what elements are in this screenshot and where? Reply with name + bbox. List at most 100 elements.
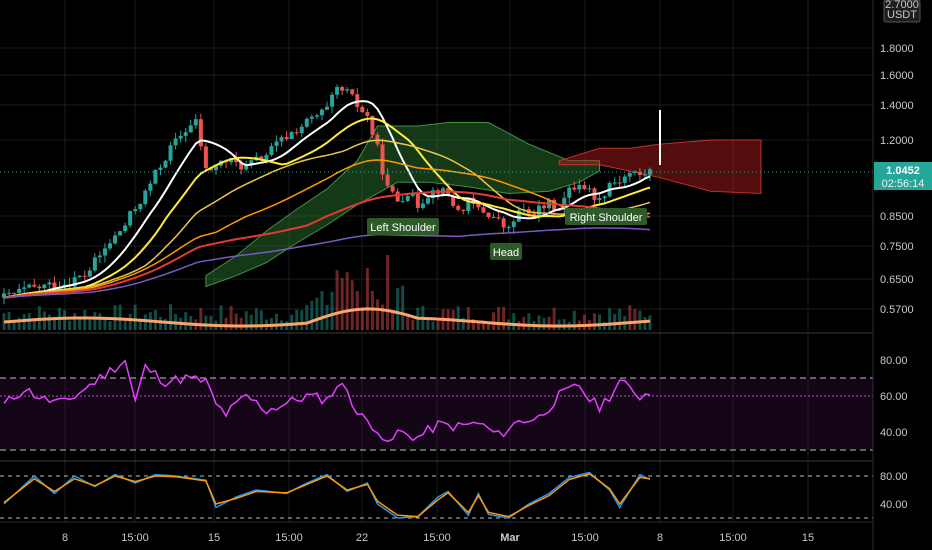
candle-body (198, 119, 203, 147)
rsi-tick-label: 80.00 (880, 355, 908, 367)
volume-bar (184, 312, 188, 330)
candle (163, 159, 168, 169)
candle (390, 185, 395, 194)
volume-bar (466, 307, 470, 330)
candle-body (632, 171, 637, 174)
candle-body (173, 138, 178, 146)
candle (552, 197, 557, 216)
moving-averages (0, 100, 873, 299)
candle-body (97, 255, 102, 258)
candle-body (299, 126, 304, 134)
volume-bar (32, 320, 36, 330)
candle (153, 169, 158, 185)
candle-body (325, 106, 329, 110)
volume-bar (169, 304, 173, 330)
volume-bar (295, 309, 299, 330)
candle (188, 119, 193, 133)
price-axis-panel[interactable] (873, 0, 932, 550)
candle-body (637, 171, 642, 176)
pattern-annotations: Left Shoulder Head Right Shoulder (367, 208, 647, 260)
candle (340, 85, 345, 96)
time-tick-label: Mar (500, 532, 520, 544)
volume-bar (133, 304, 137, 330)
volume-bar (244, 311, 248, 330)
volume-bar (552, 307, 556, 330)
candle (2, 287, 6, 305)
stoch-rsi-pane (0, 471, 873, 519)
volume-bar (431, 321, 435, 330)
time-tick-label: 15 (802, 532, 814, 544)
ma-orange (3, 159, 651, 299)
volume-bar (98, 313, 102, 330)
bar-countdown: 02:56:14 (882, 178, 925, 190)
candle (632, 170, 637, 176)
volume-bar (592, 313, 596, 330)
candle-body (602, 196, 607, 198)
candle-body (37, 286, 42, 289)
price-tick-label: 0.5700 (880, 304, 914, 316)
candle-body (138, 203, 143, 210)
volume-bar (522, 316, 526, 330)
volume-bars (2, 255, 652, 330)
candle (365, 108, 370, 123)
current-price-tag: 1.0452 02:56:14 (874, 162, 932, 190)
candle-body (567, 187, 572, 198)
candle (27, 283, 32, 289)
candle-body (148, 183, 153, 191)
candle-body (577, 185, 582, 190)
candle-body (572, 187, 577, 190)
volume-bar (582, 314, 586, 330)
volume-bar (643, 317, 647, 330)
candle-body (420, 203, 425, 208)
candle-body (612, 182, 617, 184)
volume-bar (199, 308, 203, 330)
candle-body (12, 292, 17, 294)
candle (325, 101, 329, 111)
volume-bar (476, 321, 480, 330)
volume-bar (572, 310, 576, 330)
ma-red (3, 190, 651, 299)
candle-body (118, 231, 123, 236)
candle (380, 138, 385, 180)
candle (47, 279, 52, 290)
price-tick-label: 1.8000 (880, 43, 914, 55)
volume-bar (633, 309, 637, 330)
volume-bar (93, 311, 97, 330)
candle (37, 284, 42, 292)
current-price: 1.0452 (886, 165, 920, 177)
candle-body (32, 284, 37, 287)
time-axis[interactable]: 8 15:00 15 15:00 22 15:00 Mar 15:00 8 15:00 15 (62, 532, 814, 544)
candle-body (77, 275, 82, 278)
volume-bar (471, 318, 475, 330)
volume-bar (401, 285, 405, 330)
candle-body (531, 213, 536, 216)
candle-body (370, 115, 375, 135)
volume-bar (406, 313, 410, 330)
volume-bar (335, 270, 339, 330)
candle (486, 212, 491, 219)
volume-bar (492, 312, 496, 330)
candle-body (597, 197, 602, 200)
candle (107, 239, 112, 251)
candle (405, 193, 410, 202)
volume-bar (345, 272, 349, 330)
candle-body (405, 195, 410, 201)
candle (178, 130, 183, 143)
candle-body (113, 235, 118, 244)
volume-bar (12, 319, 16, 330)
candle-body (107, 243, 112, 249)
candle-body (52, 282, 57, 290)
candle-body (582, 185, 587, 190)
candle (466, 197, 471, 215)
candle-body (203, 146, 208, 169)
candle-body (395, 191, 400, 202)
volume-bar (310, 300, 314, 330)
volume-bar (360, 310, 364, 330)
annotation-box (490, 243, 522, 260)
volume-bar (229, 306, 233, 330)
volume-bar (613, 313, 617, 330)
candle-body (264, 155, 269, 161)
volume-bar (618, 308, 622, 330)
stoch-d-line (3, 473, 651, 518)
